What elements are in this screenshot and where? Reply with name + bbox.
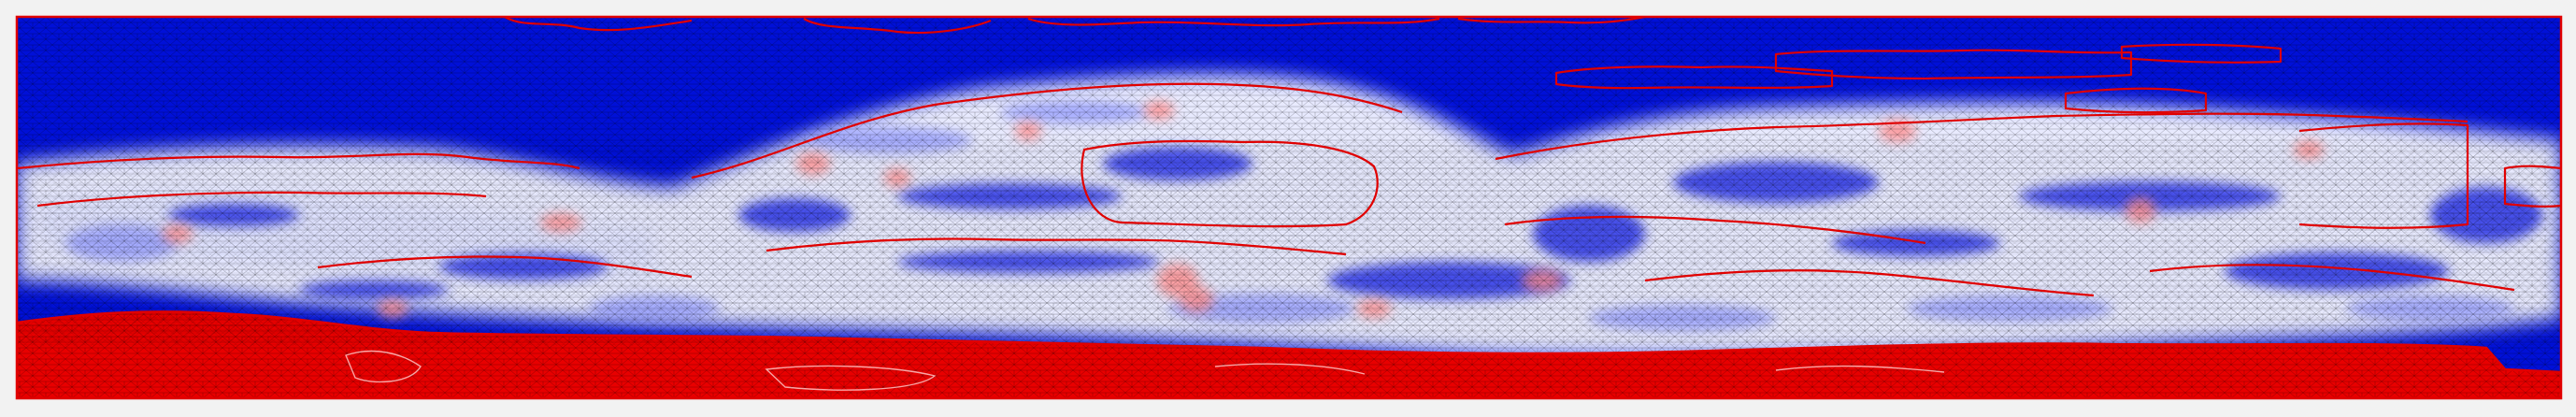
triangular-mesh-fine [17, 140, 2561, 346]
phase-interface-contours [17, 17, 2561, 374]
red-phase-internal-contours [345, 350, 1945, 391]
domain-boundary [15, 15, 2563, 400]
simulation-domain [17, 17, 2561, 398]
